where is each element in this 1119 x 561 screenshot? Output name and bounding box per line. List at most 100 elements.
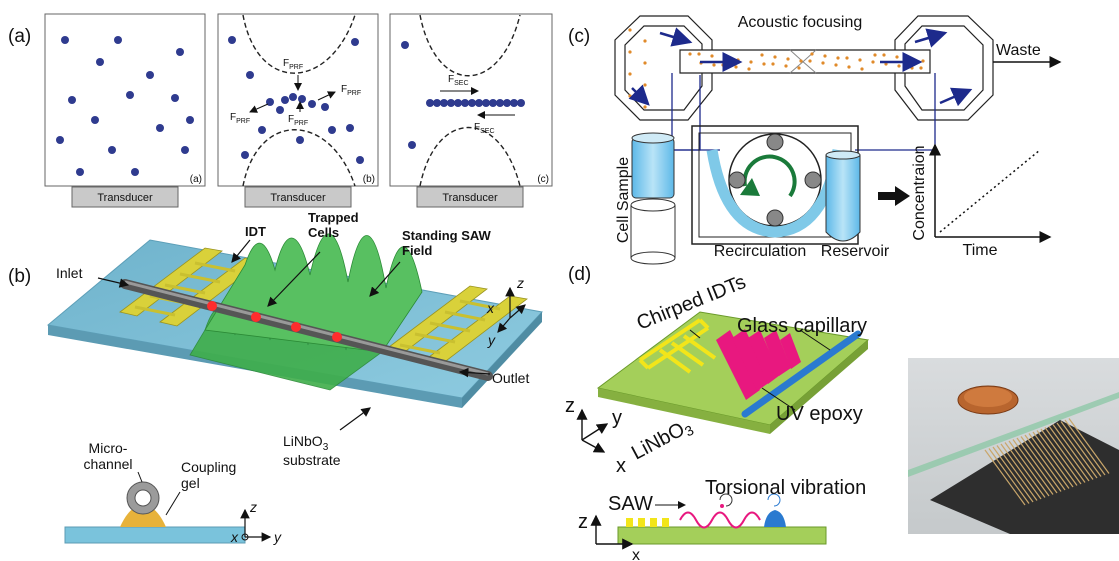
particles bbox=[61, 36, 69, 44]
cell-sample bbox=[632, 133, 674, 143]
title: Acoustic focusing bbox=[738, 14, 863, 31]
particles bbox=[723, 56, 726, 59]
label: Recirculation bbox=[714, 243, 806, 260]
particles bbox=[858, 58, 861, 61]
flow-arrow bbox=[915, 33, 945, 42]
cross-section bbox=[65, 527, 245, 543]
particles bbox=[712, 63, 715, 66]
particles bbox=[734, 65, 737, 68]
particles bbox=[426, 99, 434, 107]
particles bbox=[797, 66, 800, 69]
particles bbox=[276, 106, 284, 114]
transducer-label: Transducer bbox=[270, 192, 326, 204]
particles bbox=[181, 146, 189, 154]
particles bbox=[96, 58, 104, 66]
particles bbox=[721, 63, 724, 66]
particles bbox=[440, 99, 448, 107]
label: Inlet bbox=[56, 265, 83, 281]
cross-section bbox=[764, 510, 786, 527]
particles bbox=[760, 53, 763, 56]
particles bbox=[298, 95, 306, 103]
label: LiNbO3 bbox=[628, 415, 696, 467]
particles bbox=[156, 124, 164, 132]
label: Cell Sample bbox=[615, 157, 632, 243]
axis-label: z bbox=[249, 499, 257, 515]
particles bbox=[91, 116, 99, 124]
axis-title: Concentraion bbox=[911, 145, 928, 240]
flow-arrow bbox=[660, 33, 690, 42]
particles bbox=[171, 94, 179, 102]
label: Micro- bbox=[89, 440, 128, 456]
particles bbox=[76, 168, 84, 176]
particles bbox=[176, 48, 184, 56]
particles bbox=[475, 99, 483, 107]
axis-label: x bbox=[616, 455, 626, 477]
panel-label: (d) bbox=[568, 264, 591, 285]
particles bbox=[688, 52, 691, 55]
particles bbox=[921, 59, 924, 62]
recirculation-pump bbox=[729, 172, 745, 188]
particles bbox=[489, 99, 497, 107]
particles bbox=[228, 36, 236, 44]
axes bbox=[582, 410, 607, 452]
force-arrow bbox=[250, 104, 268, 112]
particles bbox=[68, 96, 76, 104]
panel-a: (a) Transducer Transducer Transducer (a)… bbox=[8, 14, 552, 207]
recirculation-pump bbox=[767, 210, 783, 226]
particles bbox=[810, 52, 813, 55]
axis-label: y bbox=[612, 407, 622, 429]
particles bbox=[131, 168, 139, 176]
particles bbox=[356, 156, 364, 164]
label: Glass capillary bbox=[737, 315, 867, 337]
force-label: FPRF bbox=[341, 84, 361, 97]
particles bbox=[919, 66, 922, 69]
cross-section bbox=[618, 527, 826, 544]
particles bbox=[241, 151, 249, 159]
label: gel bbox=[181, 475, 200, 491]
particles bbox=[821, 61, 824, 64]
pressure-node bbox=[420, 128, 520, 187]
axis-label: x bbox=[486, 300, 495, 316]
particles bbox=[836, 56, 839, 59]
trapped-cell bbox=[251, 312, 261, 322]
particles bbox=[773, 55, 776, 58]
label: channel bbox=[83, 456, 132, 472]
transducer-label: Transducer bbox=[442, 192, 498, 204]
particles bbox=[808, 59, 811, 62]
trend bbox=[940, 150, 1040, 232]
particles bbox=[289, 93, 297, 101]
particles bbox=[401, 41, 409, 49]
panel-a: FPRF FPRF FPRF FPRF FSEC FSEC bbox=[230, 58, 495, 135]
particles bbox=[873, 53, 876, 56]
recirculation-pump bbox=[805, 172, 821, 188]
label: SAW bbox=[608, 493, 653, 515]
flow-arrow bbox=[940, 90, 970, 103]
particles bbox=[433, 99, 441, 107]
panel-label: (c) bbox=[568, 26, 590, 47]
particles bbox=[328, 126, 336, 134]
pointer bbox=[138, 472, 142, 482]
cross-section bbox=[65, 482, 245, 543]
trapped-cell bbox=[332, 332, 342, 342]
particles bbox=[628, 28, 631, 31]
particles bbox=[643, 61, 646, 64]
particles bbox=[510, 99, 518, 107]
particles bbox=[897, 64, 900, 67]
recirculation-pump bbox=[767, 134, 783, 150]
axis-label: y bbox=[273, 529, 282, 545]
particles bbox=[643, 83, 646, 86]
label: Standing SAW bbox=[402, 228, 492, 243]
label: Torsional vibration bbox=[705, 477, 866, 499]
label: Trapped bbox=[308, 210, 359, 225]
particles bbox=[749, 60, 752, 63]
particles bbox=[186, 116, 194, 124]
arrow bbox=[878, 186, 910, 206]
panel-c: (c) Acoustic focusing bbox=[568, 14, 1060, 264]
particles bbox=[823, 54, 826, 57]
trapped-cell bbox=[207, 301, 217, 311]
cell-sample bbox=[631, 133, 675, 264]
axes bbox=[582, 440, 604, 452]
particles bbox=[895, 55, 898, 58]
particles bbox=[468, 99, 476, 107]
